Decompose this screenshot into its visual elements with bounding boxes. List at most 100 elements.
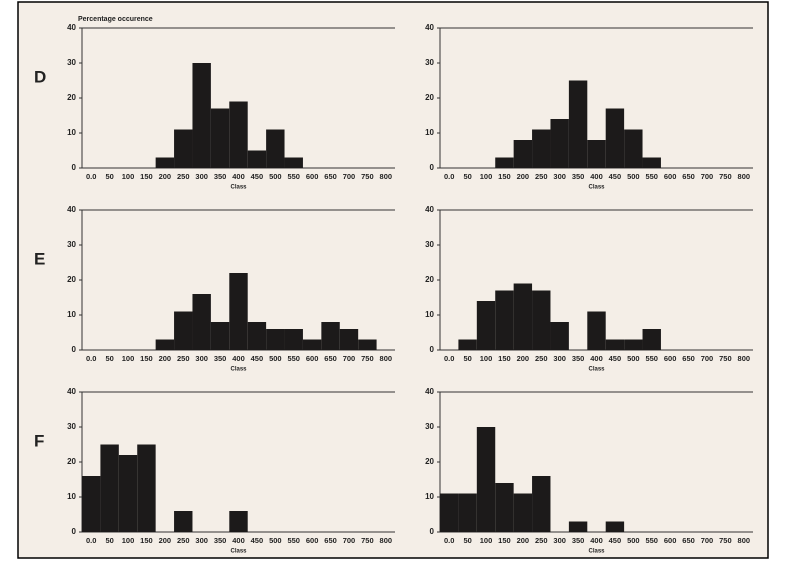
x-tick-label: 650 bbox=[324, 354, 337, 363]
bar bbox=[247, 150, 267, 168]
x-tick-label: 250 bbox=[535, 536, 548, 545]
y-tick-label: 20 bbox=[67, 93, 76, 102]
x-tick-label: 450 bbox=[251, 536, 264, 545]
x-tick-label: 0.0 bbox=[444, 536, 454, 545]
x-axis-title: Class bbox=[230, 367, 247, 373]
bar bbox=[229, 101, 248, 168]
x-tick-label: 750 bbox=[361, 354, 374, 363]
x-tick-label: 600 bbox=[306, 536, 319, 545]
x-tick-label: 700 bbox=[701, 172, 714, 181]
bar bbox=[229, 511, 248, 532]
x-tick-label: 500 bbox=[627, 172, 640, 181]
bar bbox=[284, 329, 303, 350]
x-tick-label: 300 bbox=[195, 354, 208, 363]
x-axis-title: Class bbox=[230, 549, 247, 555]
x-tick-label: 800 bbox=[380, 536, 393, 545]
x-tick-label: 400 bbox=[232, 536, 245, 545]
x-tick-label: 600 bbox=[664, 172, 677, 181]
x-tick-label: 500 bbox=[269, 354, 282, 363]
x-tick-label: 200 bbox=[159, 172, 172, 181]
x-tick-label: 600 bbox=[306, 354, 319, 363]
x-tick-label: 300 bbox=[553, 172, 566, 181]
x-tick-label: 700 bbox=[701, 354, 714, 363]
x-tick-label: 550 bbox=[287, 536, 300, 545]
x-axis-title: Class bbox=[230, 185, 247, 191]
panel-label: E bbox=[34, 249, 45, 268]
x-tick-label: 50 bbox=[105, 172, 113, 181]
y-tick-label: 0 bbox=[72, 527, 77, 536]
x-tick-label: 250 bbox=[177, 536, 190, 545]
bar bbox=[155, 339, 175, 350]
bar bbox=[440, 493, 459, 532]
x-tick-label: 700 bbox=[343, 172, 356, 181]
x-tick-label: 450 bbox=[609, 536, 622, 545]
bar bbox=[642, 329, 661, 350]
x-tick-label: 450 bbox=[609, 172, 622, 181]
bar bbox=[192, 294, 211, 350]
x-tick-label: 400 bbox=[590, 354, 603, 363]
x-tick-label: 550 bbox=[287, 354, 300, 363]
x-tick-label: 400 bbox=[590, 172, 603, 181]
y-tick-label: 10 bbox=[425, 128, 434, 137]
x-tick-label: 400 bbox=[232, 172, 245, 181]
y-tick-label: 40 bbox=[425, 387, 434, 396]
y-tick-label: 30 bbox=[425, 58, 434, 67]
bar bbox=[513, 493, 533, 532]
x-axis-title: Class bbox=[588, 367, 605, 373]
y-tick-label: 40 bbox=[425, 205, 434, 214]
x-tick-label: 50 bbox=[463, 172, 471, 181]
x-tick-label: 50 bbox=[463, 354, 471, 363]
x-tick-label: 150 bbox=[498, 354, 511, 363]
bar bbox=[284, 157, 303, 168]
x-tick-label: 300 bbox=[553, 354, 566, 363]
x-tick-label: 350 bbox=[214, 354, 227, 363]
x-tick-label: 300 bbox=[553, 536, 566, 545]
bar bbox=[605, 521, 625, 532]
x-tick-label: 800 bbox=[738, 354, 751, 363]
bar bbox=[624, 129, 643, 168]
bar bbox=[605, 108, 625, 168]
x-tick-label: 200 bbox=[517, 536, 530, 545]
y-tick-label: 10 bbox=[67, 492, 76, 501]
x-tick-label: 0.0 bbox=[86, 172, 96, 181]
y-tick-label: 30 bbox=[67, 58, 76, 67]
bar bbox=[587, 311, 606, 350]
bar bbox=[321, 322, 340, 350]
x-tick-label: 150 bbox=[140, 354, 153, 363]
x-tick-label: 750 bbox=[719, 536, 732, 545]
x-tick-label: 650 bbox=[682, 172, 695, 181]
x-tick-label: 50 bbox=[463, 536, 471, 545]
y-tick-label: 40 bbox=[425, 23, 434, 32]
bar bbox=[174, 511, 193, 532]
y-tick-label: 0 bbox=[72, 163, 77, 172]
y-tick-label: 0 bbox=[430, 163, 435, 172]
bar bbox=[247, 322, 267, 350]
x-axis-title: Class bbox=[588, 185, 605, 191]
bar bbox=[100, 444, 119, 532]
x-tick-label: 750 bbox=[361, 172, 374, 181]
y-tick-label: 20 bbox=[425, 457, 434, 466]
bar bbox=[266, 329, 285, 350]
x-tick-label: 200 bbox=[159, 536, 172, 545]
x-tick-label: 50 bbox=[105, 536, 113, 545]
bar bbox=[532, 476, 551, 532]
bar bbox=[587, 140, 606, 168]
x-tick-label: 650 bbox=[324, 536, 337, 545]
x-tick-label: 750 bbox=[719, 354, 732, 363]
x-tick-label: 750 bbox=[719, 172, 732, 181]
x-axis-title: Class bbox=[588, 549, 605, 555]
x-tick-label: 800 bbox=[738, 536, 751, 545]
y-axis-title: Percentage occurence bbox=[78, 16, 153, 23]
x-tick-label: 350 bbox=[572, 354, 585, 363]
bar bbox=[174, 311, 193, 350]
y-tick-label: 30 bbox=[67, 240, 76, 249]
x-tick-label: 200 bbox=[517, 172, 530, 181]
x-tick-label: 250 bbox=[177, 354, 190, 363]
x-tick-label: 450 bbox=[609, 354, 622, 363]
bar bbox=[458, 339, 477, 350]
x-tick-label: 100 bbox=[480, 536, 493, 545]
y-tick-label: 30 bbox=[67, 422, 76, 431]
bar bbox=[550, 119, 569, 168]
bar bbox=[495, 290, 514, 350]
